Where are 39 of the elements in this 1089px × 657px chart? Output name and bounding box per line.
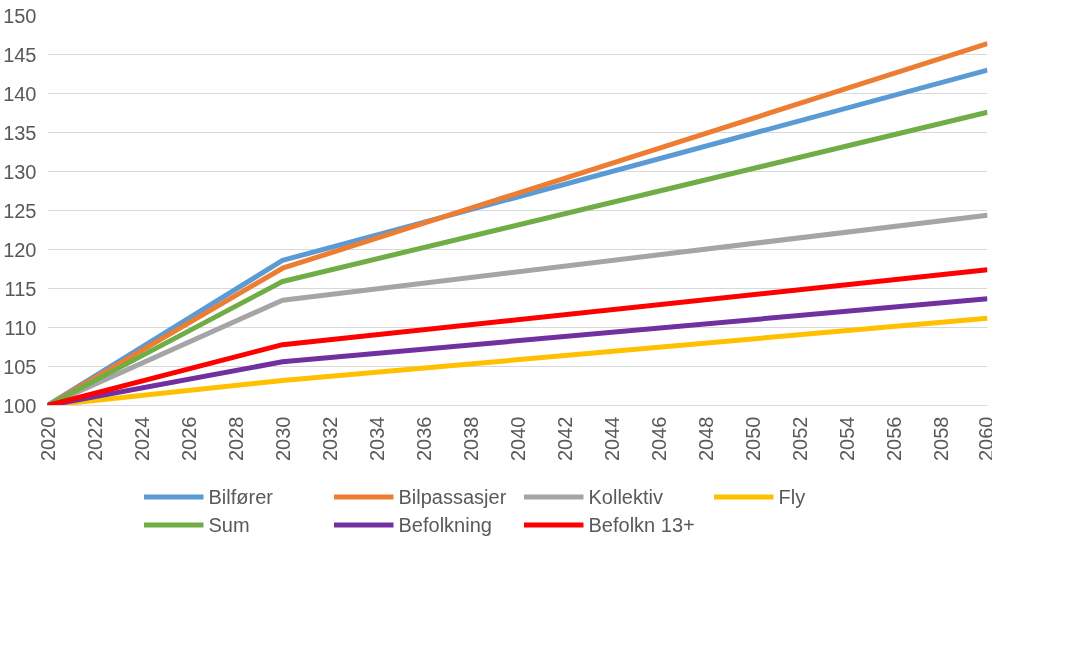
x-tick-label: 2022 (83, 416, 106, 461)
x-tick-label: 2050 (741, 416, 764, 461)
y-tick-label: 100 (3, 394, 37, 417)
legend-label: Bilpassasjer (398, 485, 508, 508)
x-tick-label: 2058 (929, 416, 952, 461)
x-tick-label: 2028 (224, 416, 247, 461)
x-tick-label: 2040 (506, 416, 529, 461)
x-tick-label: 2034 (365, 416, 388, 461)
x-tick-label: 2042 (553, 416, 576, 461)
x-tick-label: 2060 (974, 416, 997, 461)
x-tick-label: 2048 (694, 416, 717, 461)
legend-label: Befolkn 13+ (588, 513, 696, 536)
x-tick-label: 2052 (788, 416, 811, 461)
y-tick-label: 110 (4, 316, 37, 339)
x-tick-label: 2044 (600, 416, 623, 461)
y-tick-label: 120 (3, 238, 37, 261)
legend-label: Sum (208, 513, 251, 536)
x-tick-label: 2026 (177, 416, 200, 461)
x-tick-label: 2030 (271, 416, 294, 461)
x-tick-label: 2056 (882, 416, 905, 461)
y-tick-label: 140 (3, 82, 37, 105)
legend-label: Fly (778, 485, 807, 508)
y-tick-label: 130 (3, 160, 37, 183)
y-tick-label: 145 (3, 43, 37, 66)
x-tick-label: 2036 (412, 416, 435, 461)
legend-label: Befolkning (398, 513, 493, 536)
x-tick-label: 2054 (835, 416, 858, 461)
y-tick-label: 150 (3, 4, 37, 27)
x-tick-label: 2020 (36, 416, 59, 461)
y-tick-label: 115 (4, 277, 37, 300)
legend-label: Bilfører (208, 485, 274, 508)
y-tick-label: 125 (3, 199, 37, 222)
x-tick-label: 2038 (459, 416, 482, 461)
x-tick-label: 2032 (318, 416, 341, 461)
x-tick-label: 2024 (130, 416, 153, 461)
legend-label: Kollektiv (588, 485, 664, 508)
y-tick-label: 135 (3, 121, 37, 144)
x-tick-label: 2046 (647, 416, 670, 461)
y-tick-label: 105 (3, 355, 37, 378)
